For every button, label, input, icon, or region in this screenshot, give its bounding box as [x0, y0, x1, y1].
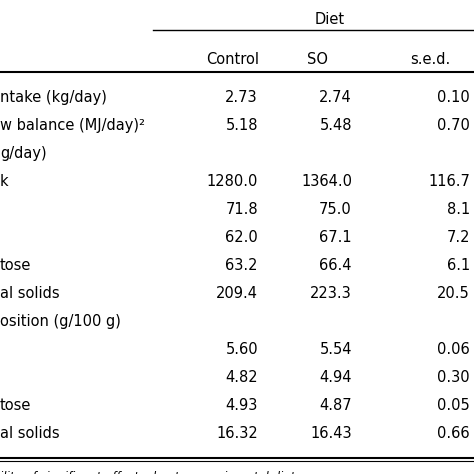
- Text: 62.0: 62.0: [225, 230, 258, 245]
- Text: al solids: al solids: [0, 286, 60, 301]
- Text: 2.74: 2.74: [319, 90, 352, 105]
- Text: 8.1: 8.1: [447, 202, 470, 217]
- Text: 4.93: 4.93: [226, 398, 258, 413]
- Text: Diet: Diet: [315, 12, 345, 27]
- Text: 0.10: 0.10: [437, 90, 470, 105]
- Text: 0.05: 0.05: [437, 398, 470, 413]
- Text: 5.48: 5.48: [319, 118, 352, 133]
- Text: 1280.0: 1280.0: [207, 174, 258, 189]
- Text: 75.0: 75.0: [319, 202, 352, 217]
- Text: 2.73: 2.73: [225, 90, 258, 105]
- Text: 20.5: 20.5: [437, 286, 470, 301]
- Text: k: k: [0, 174, 9, 189]
- Text: s.e.d.: s.e.d.: [410, 52, 450, 67]
- Text: ntake (kg/day): ntake (kg/day): [0, 90, 107, 105]
- Text: 4.94: 4.94: [319, 370, 352, 385]
- Text: al solids: al solids: [0, 426, 60, 441]
- Text: 4.87: 4.87: [319, 398, 352, 413]
- Text: 116.7: 116.7: [428, 174, 470, 189]
- Text: osition (g/100 g): osition (g/100 g): [0, 314, 121, 329]
- Text: SO: SO: [308, 52, 328, 67]
- Text: 63.2: 63.2: [226, 258, 258, 273]
- Text: w balance (MJ/day)²: w balance (MJ/day)²: [0, 118, 145, 133]
- Text: 0.30: 0.30: [438, 370, 470, 385]
- Text: 5.54: 5.54: [319, 342, 352, 357]
- Text: 209.4: 209.4: [216, 286, 258, 301]
- Text: 67.1: 67.1: [319, 230, 352, 245]
- Text: 5.18: 5.18: [226, 118, 258, 133]
- Text: 7.2: 7.2: [447, 230, 470, 245]
- Text: g/day): g/day): [0, 146, 46, 161]
- Text: 6.1: 6.1: [447, 258, 470, 273]
- Text: 16.32: 16.32: [216, 426, 258, 441]
- Text: 66.4: 66.4: [319, 258, 352, 273]
- Text: 0.70: 0.70: [437, 118, 470, 133]
- Text: 16.43: 16.43: [310, 426, 352, 441]
- Text: tose: tose: [0, 258, 31, 273]
- Text: tose: tose: [0, 398, 31, 413]
- Text: 4.82: 4.82: [225, 370, 258, 385]
- Text: 223.3: 223.3: [310, 286, 352, 301]
- Text: 5.60: 5.60: [225, 342, 258, 357]
- Text: 71.8: 71.8: [225, 202, 258, 217]
- Text: 0.06: 0.06: [437, 342, 470, 357]
- Text: Control: Control: [207, 52, 259, 67]
- Text: 1364.0: 1364.0: [301, 174, 352, 189]
- Text: ility of significant effects due to experimental diet: ility of significant effects due to expe…: [0, 471, 295, 474]
- Text: 0.66: 0.66: [438, 426, 470, 441]
